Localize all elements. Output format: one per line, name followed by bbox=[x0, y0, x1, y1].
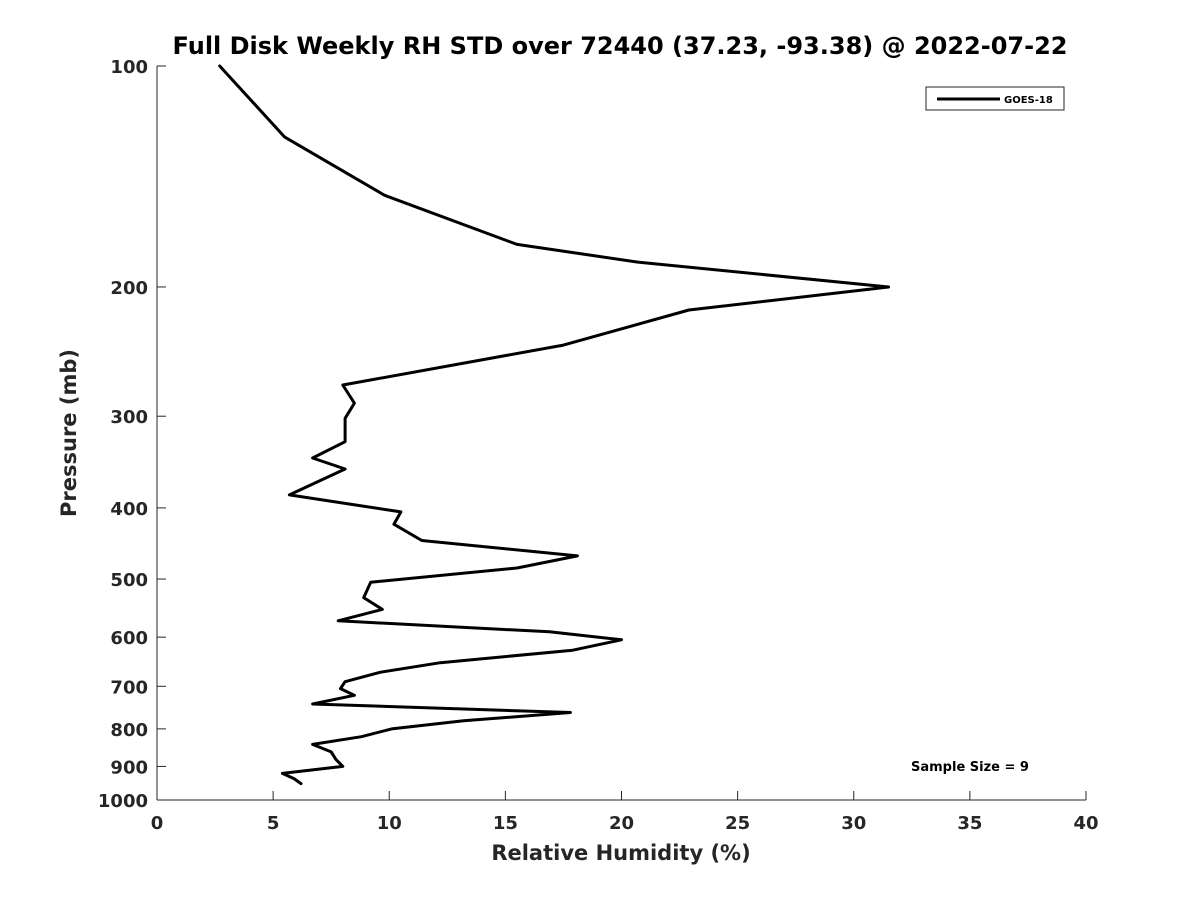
y-tick-label: 500 bbox=[110, 570, 148, 591]
x-tick-label: 30 bbox=[841, 813, 866, 834]
y-tick-label: 100 bbox=[110, 57, 148, 78]
legend-entry-goes-18: GOES-18 bbox=[1004, 95, 1053, 106]
y-tick-label: 300 bbox=[110, 407, 148, 428]
sample-size-annotation: Sample Size = 9 bbox=[911, 760, 1029, 775]
x-tick-label: 25 bbox=[725, 813, 750, 834]
y-axis-ticks: 100 200 300 400 500 600 700 800 900 1000 bbox=[98, 57, 166, 812]
x-tick-label: 5 bbox=[267, 813, 280, 834]
legend: GOES-18 bbox=[925, 86, 1065, 111]
x-axis-ticks: 0 5 10 15 20 25 30 35 40 bbox=[151, 791, 1099, 834]
x-tick-label: 10 bbox=[377, 813, 402, 834]
chart-title: Full Disk Weekly RH STD over 72440 (37.2… bbox=[173, 32, 1068, 60]
series-line-goes-18 bbox=[218, 64, 891, 786]
x-tick-label: 0 bbox=[151, 813, 164, 834]
y-tick-label: 800 bbox=[110, 720, 148, 741]
y-tick-label: 700 bbox=[110, 677, 148, 698]
x-tick-label: 15 bbox=[493, 813, 518, 834]
y-tick-label: 200 bbox=[110, 278, 148, 299]
x-axis-label: Relative Humidity (%) bbox=[491, 841, 750, 865]
y-axis-label: Pressure (mb) bbox=[57, 349, 81, 517]
y-tick-label: 400 bbox=[110, 499, 148, 520]
x-tick-label: 40 bbox=[1073, 813, 1098, 834]
y-tick-label: 900 bbox=[110, 757, 148, 778]
y-tick-label: 1000 bbox=[98, 791, 148, 812]
plot-area: 0 5 10 15 20 25 30 35 40 100 200 300 400 500 600 700 80… bbox=[98, 57, 1099, 834]
x-tick-label: 20 bbox=[609, 813, 634, 834]
x-tick-label: 35 bbox=[957, 813, 982, 834]
y-tick-label: 600 bbox=[110, 628, 148, 649]
